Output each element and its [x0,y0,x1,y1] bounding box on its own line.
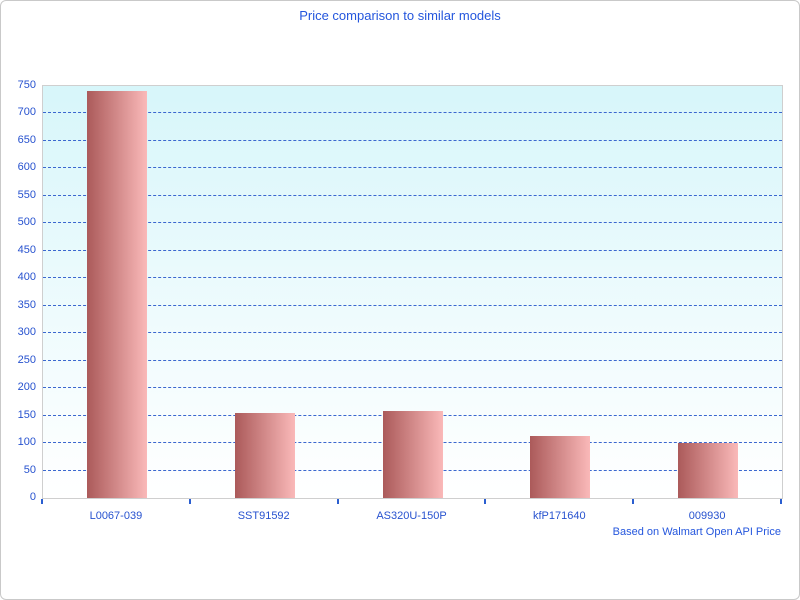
y-tick-label: 500 [17,216,36,229]
y-tick-label: 0 [29,491,36,503]
x-tick-label: L0067-039 [89,510,143,522]
y-tick-label: 150 [17,408,36,421]
x-tick-label: kfP171640 [532,510,586,522]
x-tick-label: SST91592 [237,510,290,522]
gridline [43,249,782,251]
gridline [43,332,782,334]
chart-footer: Based on Walmart Open API Price [612,526,781,538]
y-tick-label: 650 [17,133,36,146]
y-tick-label: 300 [17,326,36,339]
gridline [43,277,782,279]
y-tick-label: 50 [23,463,36,476]
gridline [43,167,782,169]
gridline [43,359,782,361]
bar [382,411,443,498]
bar [234,413,295,498]
gridline [43,194,782,196]
gridline [43,222,782,224]
y-tick-label: 450 [17,243,36,256]
x-axis-tick [484,499,487,504]
x-axis-tick [336,499,339,504]
x-axis-tick [632,499,635,504]
x-axis-tick [41,499,43,504]
bar [86,90,147,498]
y-tick-label: 750 [17,79,36,91]
gridline [43,304,782,306]
x-axis-tick [188,499,191,504]
gridline [43,139,782,141]
plot-area [42,85,783,499]
y-tick-label: 350 [17,298,36,311]
y-tick-label: 600 [17,161,36,174]
bar [530,436,591,498]
x-tick-label: AS320U-150P [376,510,447,522]
bar [678,442,739,498]
y-tick-label: 200 [17,381,36,394]
y-tick-label: 550 [17,188,36,201]
gridline [43,112,782,114]
y-tick-label: 250 [17,353,36,366]
chart-title: Price comparison to similar models [299,8,501,23]
x-tick-label: 009930 [688,510,726,522]
gridline [43,387,782,389]
y-tick-label: 400 [17,271,36,284]
x-axis-tick [780,499,782,504]
y-tick-label: 700 [17,106,36,119]
y-tick-label: 100 [17,436,36,449]
